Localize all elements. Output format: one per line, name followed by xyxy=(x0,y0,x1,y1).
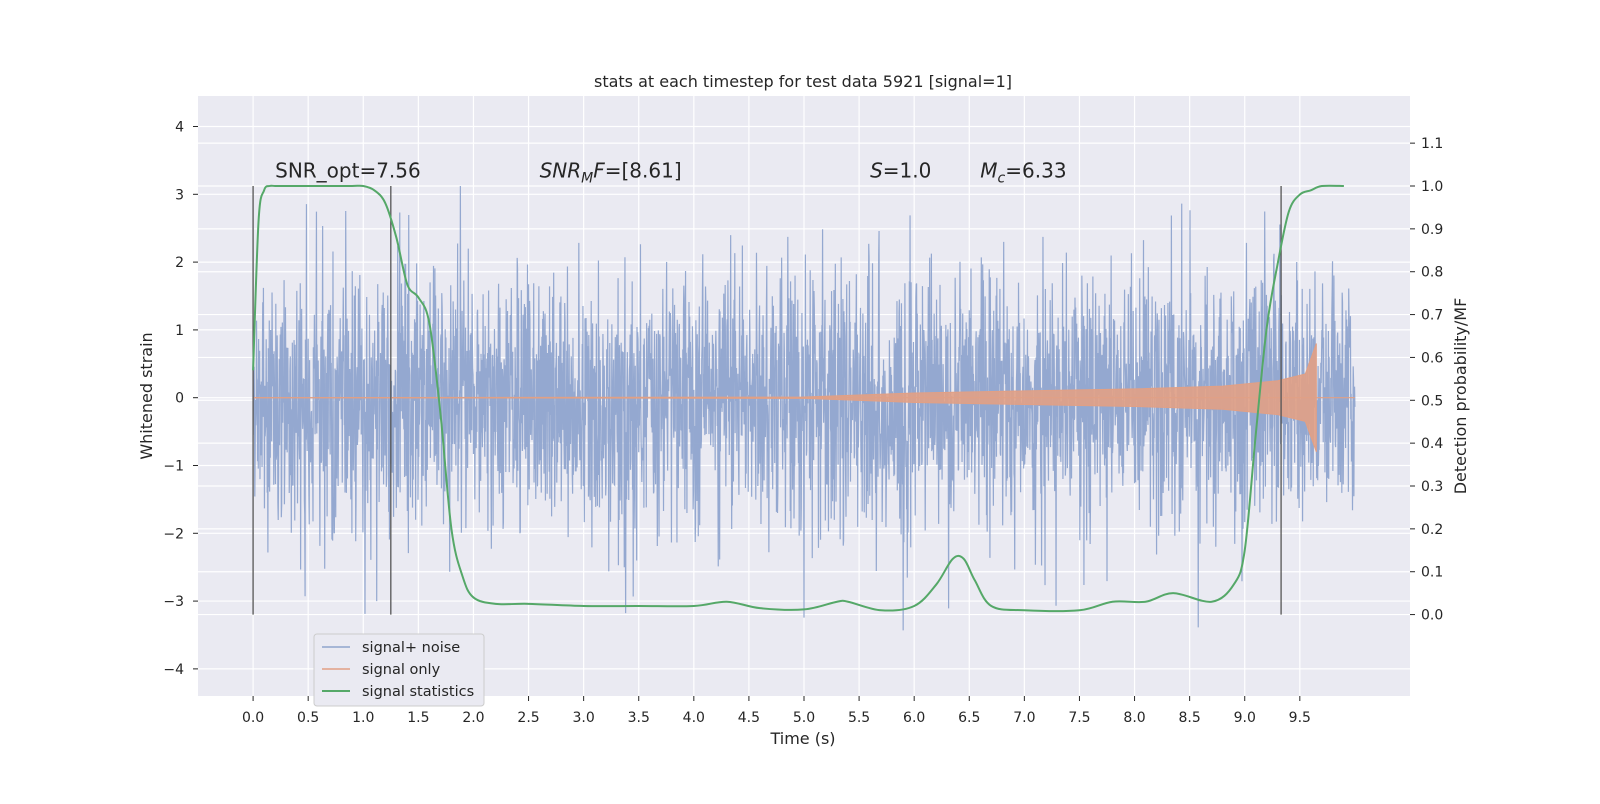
x-tick-label: 4.5 xyxy=(738,710,760,726)
y-tick-label: 3 xyxy=(175,187,184,203)
y2-tick-label: 1.0 xyxy=(1421,179,1443,195)
annotations: SNR_opt=7.56 SNRMF=[8.61] S=1.0 Mc=6.33 xyxy=(275,158,1066,186)
x-tick-label: 5.5 xyxy=(848,710,870,726)
annotation-text: SNR_opt=7.56 xyxy=(275,158,421,182)
y2-tick-label: 0.4 xyxy=(1421,436,1443,452)
x-axis: 0.0 0.5 1.0 1.5 2.0 2.5 3.0 3.5 4.0 4.5 5.0 5.5 6.0 6… xyxy=(242,696,1311,726)
x-tick-label: 8.5 xyxy=(1179,710,1201,726)
x-tick-label: 7.0 xyxy=(1013,710,1035,726)
x-tick-label: 6.5 xyxy=(958,710,980,726)
series-signal-statistics xyxy=(252,184,1344,613)
y2-tick-label: 0.2 xyxy=(1421,522,1443,538)
y2-tick-label: 1.1 xyxy=(1421,136,1443,152)
y-tick-label: 1 xyxy=(175,323,184,339)
y-tick-label: 2 xyxy=(175,255,184,271)
x-tick-label: 4.0 xyxy=(683,710,705,726)
x-tick-label: 3.0 xyxy=(573,710,595,726)
vertical-markers xyxy=(252,186,1282,615)
legend-label-signal-noise: signal+ noise xyxy=(362,640,460,656)
y2-tick-label: 0.3 xyxy=(1421,479,1443,495)
annotation-text: Mc=6.33 xyxy=(980,158,1066,186)
y-tick-label: −3 xyxy=(163,594,184,610)
y-tick-label: −2 xyxy=(163,526,184,542)
series-signal-noise xyxy=(252,185,1356,631)
y2-tick-label: 0.8 xyxy=(1421,265,1443,281)
y-axis-left: 4 3 2 1 0 −1 −2 −3 −4 xyxy=(163,120,198,678)
x-tick-label: 9.0 xyxy=(1234,710,1256,726)
x-tick-label: 0.0 xyxy=(242,710,264,726)
y-tick-label: −1 xyxy=(163,458,184,474)
x-tick-label: 9.5 xyxy=(1289,710,1311,726)
x-tick-label: 1.0 xyxy=(352,710,374,726)
legend-label-signal-statistics: signal statistics xyxy=(362,684,474,700)
x-tick-label: 1.5 xyxy=(407,710,429,726)
chart-title: stats at each timestep for test data 592… xyxy=(594,72,1012,91)
y2-axis-label: Detection probability/MF xyxy=(1451,298,1470,495)
y2-tick-label: 0.6 xyxy=(1421,350,1443,366)
y-tick-label: 0 xyxy=(175,391,184,407)
annotation-text: SNRMF=[8.61] xyxy=(540,158,682,186)
y-tick-label: 4 xyxy=(175,120,184,136)
x-tick-label: 8.0 xyxy=(1123,710,1145,726)
x-axis-label: Time (s) xyxy=(769,729,835,748)
y2-tick-label: 0.0 xyxy=(1421,608,1443,624)
y2-tick-label: 0.5 xyxy=(1421,393,1443,409)
x-tick-label: 7.5 xyxy=(1068,710,1090,726)
x-tick-label: 2.0 xyxy=(462,710,484,726)
statistics-line xyxy=(252,184,1344,613)
series-signal-only xyxy=(253,343,1355,453)
annotation-text: S=1.0 xyxy=(870,158,931,182)
y2-tick-label: 0.1 xyxy=(1421,565,1443,581)
x-tick-label: 6.0 xyxy=(903,710,925,726)
x-tick-label: 2.5 xyxy=(517,710,539,726)
legend: signal+ noise signal only signal statist… xyxy=(313,633,485,707)
y2-tick-label: 0.7 xyxy=(1421,308,1443,324)
y2-tick-label: 0.9 xyxy=(1421,222,1443,238)
x-tick-label: 3.5 xyxy=(628,710,650,726)
x-tick-label: 5.0 xyxy=(793,710,815,726)
y-tick-label: −4 xyxy=(163,662,184,678)
legend-label-signal-only: signal only xyxy=(362,662,441,678)
y-axis-right: 1.1 1.0 0.9 0.8 0.7 0.6 0.5 0.4 0.3 0.2 0.1 0.0 xyxy=(1410,136,1443,624)
y-axis-label: Whitened strain xyxy=(137,332,156,459)
legend-frame xyxy=(313,633,485,707)
x-tick-label: 0.5 xyxy=(297,710,319,726)
noise-trace xyxy=(252,185,1356,631)
